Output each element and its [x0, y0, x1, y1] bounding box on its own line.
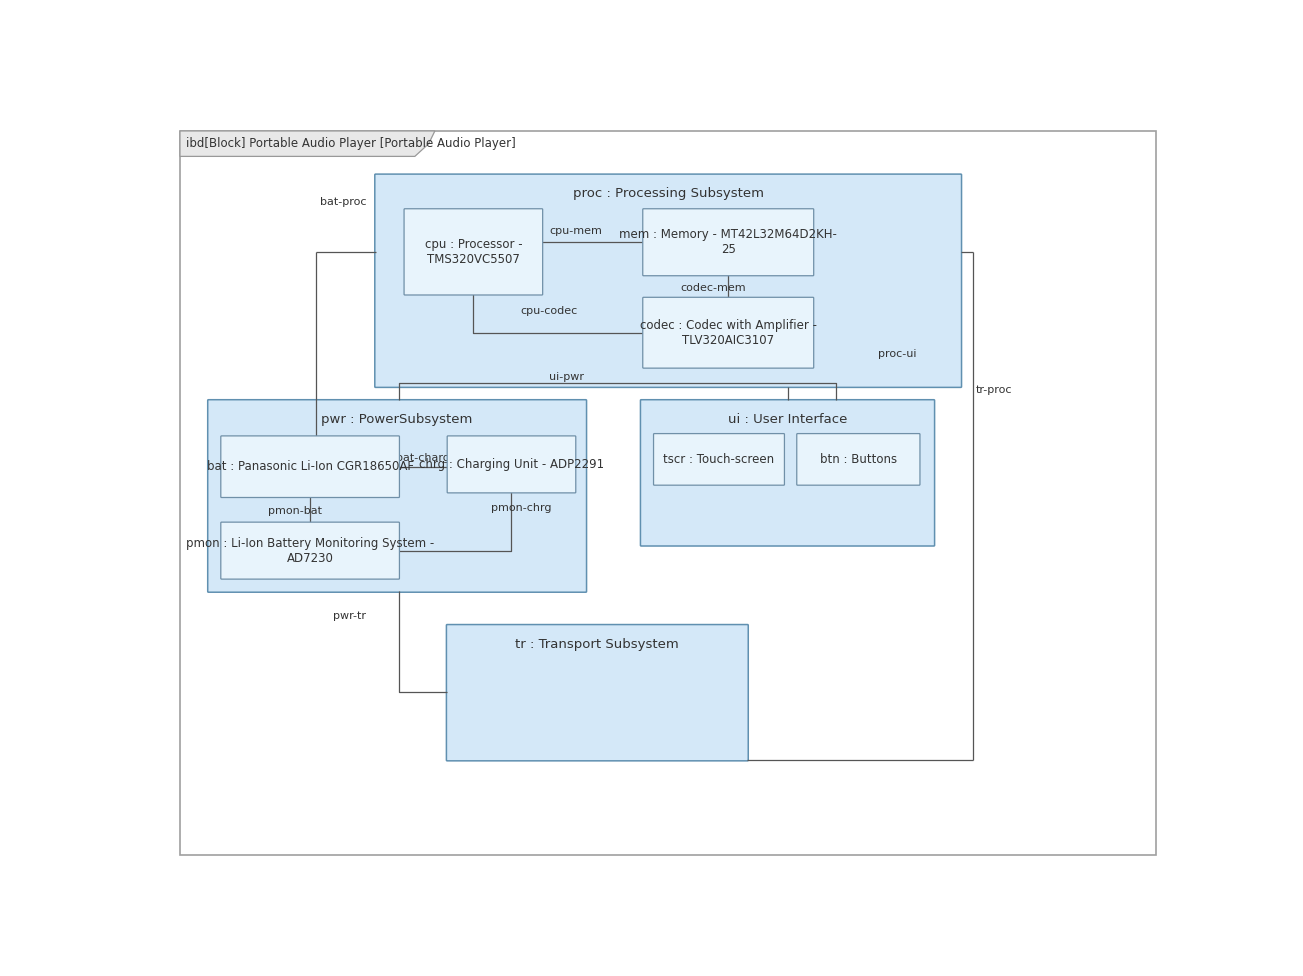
Text: tscr : Touch-screen: tscr : Touch-screen [663, 453, 774, 466]
Text: tr : Transport Subsystem: tr : Transport Subsystem [516, 637, 679, 651]
Text: cpu-codec: cpu-codec [520, 306, 577, 316]
Text: pmon : Li-Ion Battery Monitoring System -
AD7230: pmon : Li-Ion Battery Monitoring System … [186, 537, 434, 565]
Text: btn : Buttons: btn : Buttons [820, 453, 896, 466]
Text: codec : Codec with Amplifier -
TLV320AIC3107: codec : Codec with Amplifier - TLV320AIC… [640, 319, 817, 346]
FancyBboxPatch shape [207, 400, 586, 592]
FancyBboxPatch shape [220, 436, 400, 498]
Text: mem : Memory - MT42L32M64D2KH-
25: mem : Memory - MT42L32M64D2KH- 25 [619, 228, 837, 257]
Text: ibd[Block] Portable Audio Player [Portable Audio Player]: ibd[Block] Portable Audio Player [Portab… [186, 138, 516, 150]
FancyBboxPatch shape [375, 174, 962, 387]
Text: pwr : PowerSubsystem: pwr : PowerSubsystem [322, 413, 473, 426]
Text: pmon-chrg: pmon-chrg [491, 504, 551, 513]
FancyBboxPatch shape [796, 433, 920, 485]
Text: pmon-bat: pmon-bat [268, 506, 322, 515]
FancyBboxPatch shape [404, 209, 542, 295]
FancyBboxPatch shape [642, 209, 813, 276]
Text: chrg : Charging Unit - ADP2291: chrg : Charging Unit - ADP2291 [420, 458, 605, 470]
FancyBboxPatch shape [447, 436, 576, 493]
FancyBboxPatch shape [642, 298, 813, 368]
FancyBboxPatch shape [641, 400, 934, 546]
Text: proc : Processing Subsystem: proc : Processing Subsystem [573, 187, 764, 200]
Text: cpu : Processor -
TMS320VC5507: cpu : Processor - TMS320VC5507 [425, 238, 523, 265]
Text: cpu-mem: cpu-mem [550, 226, 602, 236]
Text: bat-proc: bat-proc [321, 197, 366, 207]
Text: codec-mem: codec-mem [680, 283, 747, 293]
Text: ui : User Interface: ui : User Interface [728, 413, 847, 426]
Polygon shape [180, 131, 435, 156]
Text: bat : Panasonic Li-Ion CGR18650AF: bat : Panasonic Li-Ion CGR18650AF [207, 461, 413, 473]
Text: ui-pwr: ui-pwr [549, 372, 584, 382]
FancyBboxPatch shape [447, 625, 748, 761]
Text: pwr-tr: pwr-tr [332, 611, 366, 621]
Text: tr-proc: tr-proc [976, 386, 1012, 395]
FancyBboxPatch shape [220, 522, 400, 579]
FancyBboxPatch shape [654, 433, 784, 485]
Text: proc-ui: proc-ui [878, 349, 917, 359]
Text: bat-charg: bat-charg [396, 453, 451, 464]
